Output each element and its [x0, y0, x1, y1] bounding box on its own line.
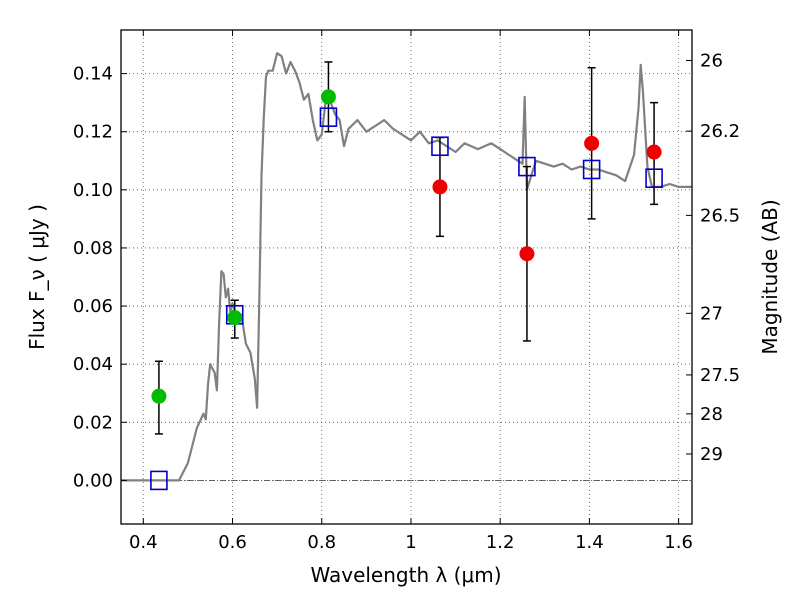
x-tick-label: 1.4	[575, 532, 604, 553]
open-square-marker	[150, 470, 168, 491]
red-data-point	[646, 144, 662, 160]
right-tick-label: 27	[700, 303, 723, 324]
y-tick-labels: 0.00 0.02 0.04 0.06 0.08 0.10 0.12 0.14	[73, 64, 113, 492]
open-square-markers	[150, 107, 663, 491]
y-tick-label: 0.14	[73, 64, 113, 85]
x-tick-label: 1	[405, 532, 416, 553]
open-square-marker	[582, 159, 601, 180]
green-data-point	[320, 89, 336, 105]
right-tick-label: 29	[700, 444, 723, 465]
x-tick-labels: 0.4 0.6 0.8 1 1.2 1.4 1.6	[129, 532, 693, 553]
x-tick-label: 1.6	[664, 532, 693, 553]
axis-ticks	[121, 30, 692, 524]
x-tick-label: 0.6	[218, 532, 247, 553]
y-tick-label: 0.02	[73, 412, 113, 433]
y-tick-label: 0.08	[73, 238, 113, 259]
x-axis-label: Wavelength λ (μm)	[310, 563, 501, 587]
x-tick-label: 1.2	[486, 532, 515, 553]
right-tick-label: 26	[700, 51, 723, 72]
red-data-point	[584, 135, 600, 151]
plot-frame	[120, 29, 693, 525]
y-tick-label: 0.12	[73, 122, 113, 143]
red-data-point	[519, 246, 535, 262]
model-spectrum	[121, 52, 692, 482]
right-axis-label: Magnitude (AB)	[758, 199, 782, 354]
open-square-marker	[518, 156, 536, 177]
right-tick-label: 27.5	[700, 365, 740, 386]
y-tick-label: 0.04	[73, 354, 113, 375]
x-tick-label: 0.4	[129, 532, 158, 553]
open-square-marker	[319, 107, 338, 127]
y-tick-label: 0.00	[73, 470, 113, 491]
right-tick-labels: 26 26.2 26.5 27 27.5 28 29	[700, 51, 740, 465]
y-tick-label: 0.10	[73, 180, 113, 201]
open-square-marker	[645, 168, 663, 188]
y-tick-label: 0.06	[73, 296, 113, 317]
green-data-point	[151, 388, 167, 404]
grid	[121, 30, 692, 524]
error-bars	[154, 61, 659, 435]
model-spectrum-line	[121, 52, 692, 482]
open-square-marker	[431, 136, 449, 157]
right-tick-label: 26.5	[700, 205, 740, 226]
right-tick-label: 26.2	[700, 121, 740, 142]
y-axis-label: Flux F_ν ( μJy )	[25, 204, 49, 350]
data-points	[151, 89, 662, 404]
x-tick-label: 0.8	[307, 532, 336, 553]
right-tick-label: 28	[700, 404, 723, 425]
green-data-point	[227, 310, 243, 326]
red-data-point	[432, 179, 448, 195]
